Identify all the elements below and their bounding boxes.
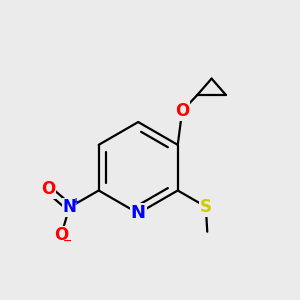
Text: S: S xyxy=(200,198,212,216)
Text: −: − xyxy=(63,236,72,246)
Text: O: O xyxy=(54,226,68,244)
Text: O: O xyxy=(175,102,189,120)
Text: N: N xyxy=(62,198,76,216)
Text: +: + xyxy=(72,196,80,206)
Text: N: N xyxy=(131,204,146,222)
Text: O: O xyxy=(41,180,55,198)
